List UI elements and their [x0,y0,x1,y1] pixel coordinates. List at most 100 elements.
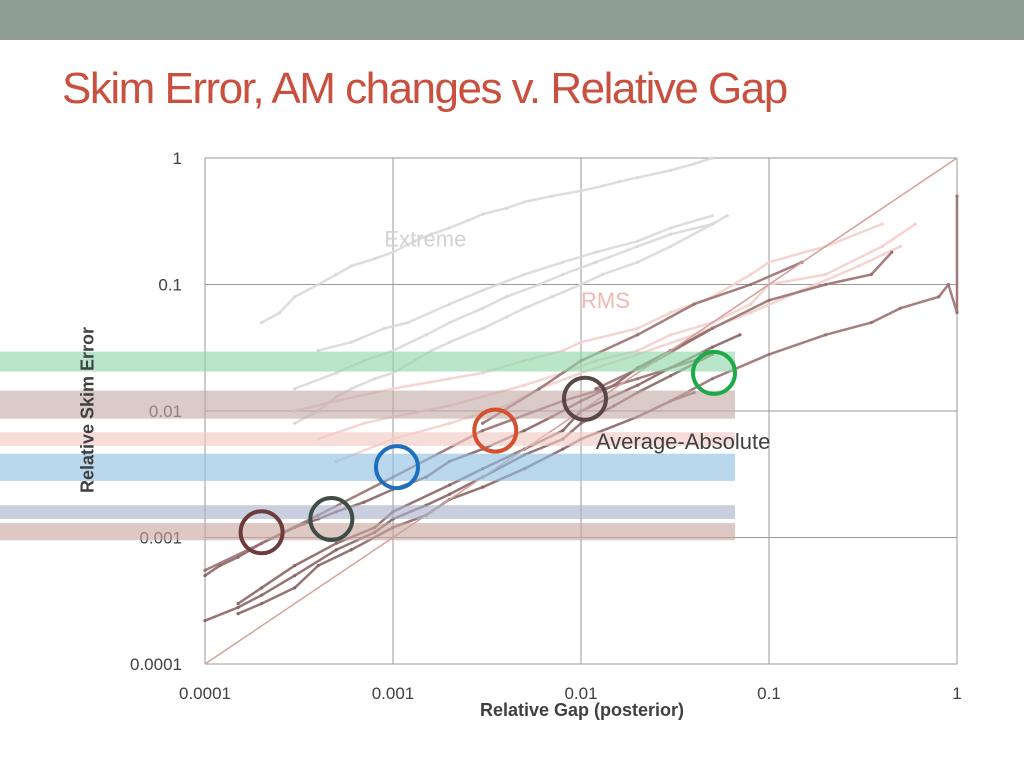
data-point [594,387,598,391]
data-point [913,222,917,226]
highlight-band [0,432,735,446]
data-point [334,541,339,545]
data-point [293,573,297,578]
data-point [522,383,527,387]
data-point [504,206,508,210]
data-point [236,612,240,616]
data-point [579,282,583,287]
data-point [635,239,640,243]
data-point [447,483,452,487]
series-line [260,156,713,324]
data-point [203,573,207,578]
chart-annotation: Extreme [384,226,466,251]
data-point [767,298,771,302]
data-point [749,310,753,315]
y-tick-label: 0.1 [158,276,182,295]
data-point [537,387,541,391]
data-point [635,260,640,264]
data-point [869,272,873,277]
highlight-band [0,523,735,541]
data-point [293,586,297,590]
data-point [537,282,541,287]
data-point [857,264,861,268]
y-tick-label: 1 [173,149,182,168]
data-point [669,168,673,172]
data-point [334,548,339,552]
data-point [669,374,673,378]
data-point [429,349,433,353]
data-point [259,602,264,606]
data-point [334,272,339,277]
data-point [635,175,640,180]
data-point [710,377,715,381]
data-point [550,295,554,299]
data-point [259,541,264,545]
data-point [522,428,527,433]
data-point [203,568,207,572]
data-point [236,602,240,606]
data-point [579,371,583,375]
highlight-band [0,453,735,481]
data-point [481,288,485,292]
data-point [481,306,485,310]
data-point [955,310,959,315]
x-tick-label: 0.1 [757,684,781,703]
highlight-circle [472,407,519,454]
x-axis-label: Relative Gap (posterior) [479,700,685,720]
data-point [293,295,297,299]
data-point [259,593,264,597]
data-point [550,194,554,198]
data-point [561,260,565,264]
data-point [293,387,297,391]
slide-title: Skim Error, AM changes v. Relative Gap [62,64,788,113]
data-point [635,377,640,381]
data-point [738,333,742,337]
series-line [670,196,959,403]
series-line [317,214,713,352]
data-point [946,282,950,287]
data-point [937,295,941,299]
data-point [561,447,565,451]
data-point [635,244,640,249]
data-point [749,272,753,277]
data-point [391,371,395,375]
data-point [504,315,508,319]
data-point [429,232,433,236]
data-point [635,349,640,353]
data-point [278,310,282,315]
data-point [880,222,884,226]
data-point [898,306,903,310]
data-point [373,257,377,261]
data-point [316,563,320,568]
data-point [293,421,297,425]
data-point [710,214,715,218]
data-point [391,250,395,254]
data-point [600,184,605,188]
data-point [349,264,353,268]
data-point [669,333,673,337]
data-point [561,428,565,433]
data-point [447,320,452,325]
data-point [259,320,264,325]
data-point [362,500,366,504]
data-point [579,189,583,193]
data-point [725,214,729,218]
data-point [259,586,264,590]
data-point [594,260,598,264]
data-point [522,200,527,204]
data-point [447,421,452,425]
data-point [522,272,527,277]
data-point [880,244,884,249]
data-point [767,260,771,264]
highlight-circle [561,375,608,422]
data-point [362,421,366,425]
data-point [594,250,598,254]
data-point [349,340,353,344]
data-point [316,349,320,353]
x-tick-label: 1 [952,684,961,703]
data-point [236,555,240,559]
highlight-band [0,505,735,520]
series-line [294,222,713,425]
data-point [579,340,583,344]
